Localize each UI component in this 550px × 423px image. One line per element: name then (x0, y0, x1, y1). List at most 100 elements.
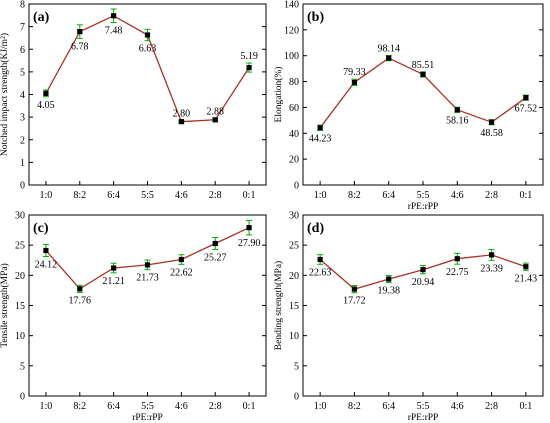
data-point (77, 286, 83, 292)
data-label: 21.43 (515, 273, 538, 284)
data-label: 67.52 (515, 103, 538, 114)
data-label: 17.72 (343, 296, 366, 307)
data-label: 22.75 (446, 267, 469, 278)
y-tick-label: 5 (294, 361, 299, 372)
data-label: 27.90 (238, 238, 261, 249)
x-tick-label: 1:0 (40, 401, 53, 412)
x-tick-label: 6:4 (382, 401, 395, 412)
x-axis-label: rPE:rPP (132, 413, 163, 423)
x-axis-label: rPE:rPP (408, 413, 439, 423)
x-tick-label: 8:2 (348, 190, 361, 201)
panel-a-impact-strength: 0 1 2 3 4 5 6 7 8 1:0 8:2 6:4 5:5 4:6 2:8 0:1 Notched im… (0, 0, 267, 201)
y-tick-label: 25 (289, 241, 299, 252)
x-tick-label: 1:0 (314, 190, 327, 201)
y-tick-label: 2 (20, 135, 25, 146)
x-tick-label: 5:5 (417, 190, 430, 201)
y-tick-label: 20 (289, 271, 299, 282)
y-tick-label: 120 (284, 25, 299, 36)
y-tick-label: 20 (15, 271, 25, 282)
y-tick-label: 140 (284, 0, 299, 11)
y-tick-label: 4 (20, 90, 25, 101)
x-tick-label: 8:2 (348, 401, 361, 412)
data-point (454, 256, 460, 262)
y-tick-label: 7 (20, 22, 25, 33)
y-tick-label: 100 (284, 51, 299, 62)
x-tick-label: 4:6 (175, 401, 188, 412)
data-label: 23.39 (480, 263, 503, 274)
data-label: 79.33 (343, 67, 366, 78)
data-point (351, 79, 358, 86)
x-tick-label: 6:4 (382, 190, 395, 201)
y-tick-label: 40 (289, 129, 299, 140)
panel-label: (d) (307, 221, 324, 236)
data-label: 22.62 (170, 267, 193, 278)
data-point (420, 267, 426, 273)
y-tick-label: 3 (20, 113, 25, 124)
data-label: 25.27 (204, 253, 227, 264)
y-tick-label: 0 (20, 392, 25, 403)
data-point (523, 264, 529, 270)
data-label: 2.80 (173, 109, 191, 120)
panel-label: (c) (33, 221, 49, 236)
plot-frame (28, 214, 267, 397)
data-label: 5.19 (240, 51, 258, 62)
data-label: 44.23 (309, 133, 332, 144)
y-tick-label: 0 (294, 392, 299, 403)
data-point (144, 32, 151, 38)
data-point (246, 225, 252, 231)
data-point (144, 262, 151, 268)
x-tick-label: 5:5 (417, 401, 430, 412)
data-point (488, 119, 495, 125)
data-label: 17.76 (69, 295, 92, 306)
panel-label: (b) (307, 10, 324, 25)
data-point (212, 117, 218, 123)
y-tick-label: 5 (20, 67, 25, 78)
y-tick-label: 0 (20, 181, 25, 192)
x-tick-label: 6:4 (107, 190, 120, 201)
data-point (351, 286, 358, 292)
data-label: 21.73 (136, 273, 159, 284)
y-axis-label: Elongation(%) (273, 67, 284, 123)
plot-frame (302, 3, 544, 186)
y-tick-label: 80 (289, 77, 299, 88)
y-tick-label: 60 (289, 103, 299, 114)
y-tick-label: 8 (20, 0, 25, 11)
x-tick-label: 4:6 (451, 190, 464, 201)
y-tick-label: 30 (15, 211, 25, 222)
x-tick-label: 2:8 (485, 401, 498, 412)
data-point (212, 240, 218, 247)
panel-label: (a) (33, 10, 50, 25)
data-point (111, 265, 117, 271)
x-tick-label: 0:1 (243, 190, 256, 201)
y-tick-label: 30 (289, 211, 299, 222)
y-tick-label: 5 (20, 361, 25, 372)
x-tick-label: 2:8 (485, 190, 498, 201)
data-point (43, 247, 49, 254)
data-point (454, 107, 460, 113)
data-label: 85.51 (412, 60, 435, 71)
y-tick-label: 6 (20, 45, 25, 56)
data-point (178, 119, 184, 125)
data-point (420, 71, 426, 78)
data-point (386, 276, 392, 282)
y-tick-label: 15 (289, 301, 299, 312)
y-tick-label: 15 (15, 301, 25, 312)
data-point (246, 64, 252, 71)
y-axis-label: Notched impact strength(KJ/m²) (0, 33, 10, 156)
data-point (317, 256, 323, 263)
y-tick-label: 1 (20, 158, 25, 169)
data-label: 4.05 (37, 100, 55, 111)
y-tick-label: 20 (289, 155, 299, 166)
data-point (317, 125, 323, 131)
data-point (77, 29, 83, 35)
data-label: 58.16 (446, 115, 469, 126)
x-tick-label: 2:8 (209, 190, 222, 201)
x-tick-label: 4:6 (175, 190, 188, 201)
x-tick-label: 2:8 (209, 401, 222, 412)
data-label: 6.63 (139, 44, 157, 55)
data-label: 2.88 (206, 107, 224, 118)
x-tick-label: 1:0 (40, 190, 53, 201)
data-label: 48.58 (480, 128, 503, 139)
x-tick-label: 4:6 (451, 401, 464, 412)
x-tick-label: 0:1 (243, 401, 256, 412)
